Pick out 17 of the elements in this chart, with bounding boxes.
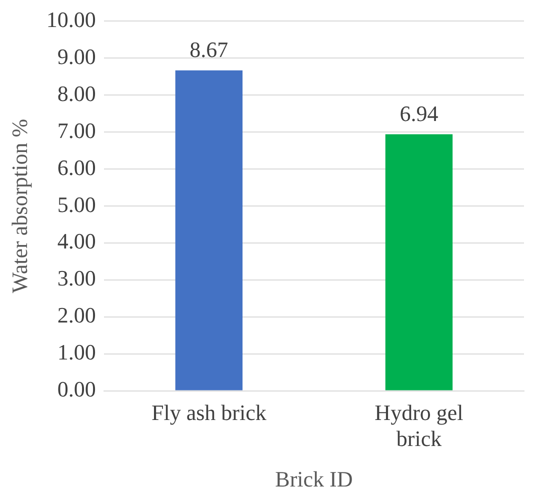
y-tick-label: 7.00 bbox=[57, 118, 96, 143]
y-tick-label: 3.00 bbox=[57, 266, 96, 291]
y-tick-label: 1.00 bbox=[57, 340, 96, 365]
y-tick-label: 10.00 bbox=[46, 6, 96, 32]
y-tick-label: 9.00 bbox=[57, 44, 96, 69]
y-tick-label: 5.00 bbox=[57, 192, 96, 217]
data-label: 8.67 bbox=[190, 37, 228, 62]
x-tick-label: Hydro gel brick bbox=[374, 400, 464, 452]
y-tick-label: 0.00 bbox=[57, 376, 96, 402]
y-tick-label: 4.00 bbox=[57, 228, 96, 254]
x-tick-label: Fly ash brick bbox=[151, 400, 266, 425]
y-tick-label: 8.00 bbox=[57, 80, 96, 106]
y-axis-title: Water absorption % bbox=[6, 118, 32, 294]
y-tick-label: 2.00 bbox=[57, 302, 96, 328]
data-label: 6.94 bbox=[400, 101, 438, 126]
x-axis-title: Brick ID bbox=[275, 466, 353, 492]
y-tick-label: 6.00 bbox=[57, 154, 96, 180]
